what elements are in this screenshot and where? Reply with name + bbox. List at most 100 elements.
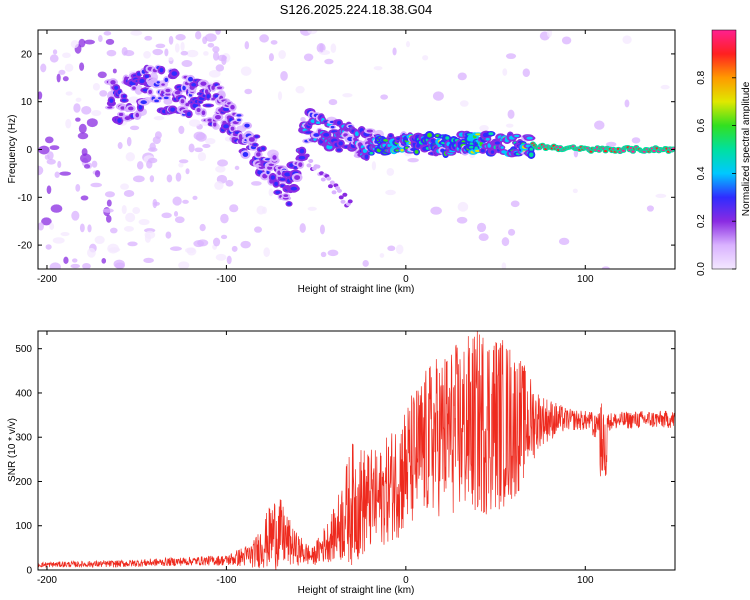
spectrogram-noise-blob (226, 255, 232, 265)
spectrogram-noise-blob (78, 123, 87, 134)
spectrogram-ridge-core (122, 94, 126, 98)
spectrogram-noise-blob (324, 58, 334, 65)
spectrogram-branch-blob (336, 188, 342, 193)
colorbar: 0.0 0.2 0.4 0.6 0.8 Normalized spectral ampl… (696, 29, 750, 276)
spectrogram-noise-blob (87, 247, 96, 258)
spectrogram-noise-blob (507, 109, 515, 119)
spectrogram-ridge-core (313, 133, 320, 137)
spectrogram-noise-blob (50, 204, 63, 213)
spectrogram-noise-blob (605, 141, 617, 147)
colorbar-gradient (711, 29, 737, 270)
spectrogram-ridge-core (427, 132, 432, 138)
spectrogram-ridge-core (270, 175, 276, 180)
spectrogram-ridge-core (135, 112, 140, 118)
spectrogram-noise-blob (501, 237, 510, 247)
spectrogram-noise-blob (330, 43, 337, 54)
snr-x-tick-label: -100 (216, 575, 236, 586)
spectrogram-noise-blob (342, 93, 353, 98)
spectrogram-noise-blob (202, 36, 208, 45)
spectrogram-noise-blob (132, 207, 141, 214)
spectrogram-ridge-core (170, 107, 176, 112)
spectrogram-ridge-core (174, 90, 181, 95)
spectrogram-noise-blob (90, 182, 103, 188)
spectrogram-ridge-core (238, 134, 243, 139)
spectrogram-ridge-core (201, 110, 206, 116)
spectrogram-noise-blob (57, 160, 62, 169)
spectrogram-noise-blob (188, 119, 201, 127)
spectrogram-noise-blob (212, 237, 221, 247)
spectrogram-noise-blob (456, 216, 468, 224)
spectrogram-noise-blob (195, 31, 202, 40)
spectrogram-ridge-core (128, 106, 134, 111)
spectrogram-noise-blob (215, 165, 226, 173)
spectrogram-noise-blob (380, 94, 389, 100)
spectrogram-noise-blob (73, 103, 81, 113)
spectrogram-noise-blob (79, 62, 85, 71)
spectrogram-noise-blob (178, 162, 184, 168)
spectrogram-ridge-core (526, 136, 533, 140)
spectrogram-noise-blob (220, 234, 228, 240)
spectrogram-noise-blob (49, 54, 59, 63)
spectrogram-y-tick-label: 20 (21, 49, 33, 60)
spectrogram-noise-blob (373, 66, 383, 71)
spectrogram-ridge-core (323, 132, 330, 137)
spectrogram-noise-blob (263, 247, 271, 258)
spectrogram-noise-blob (62, 52, 71, 59)
spectrogram-branch-blob (329, 180, 335, 185)
spectrogram-branch-blob (342, 192, 348, 197)
spectrogram-ridge-core (117, 90, 122, 95)
spectrogram-ridge-core (369, 151, 374, 155)
spectrogram-ridge-core (298, 155, 306, 160)
spectrogram-noise-blob (49, 222, 55, 230)
spectrogram-ridge-core (362, 148, 368, 153)
colorbar-tick-label: 0.0 (696, 262, 707, 276)
spectrogram-ridge-core (500, 146, 504, 149)
spectrogram-noise-blob (392, 47, 397, 56)
spectrogram-noise-blob (457, 72, 467, 81)
spectrogram-ridge-core (274, 181, 279, 186)
spectrogram-ridge-core (109, 98, 114, 103)
spectrogram-noise-blob (422, 55, 429, 61)
spectrogram-ridge-core (180, 99, 185, 104)
spectrogram-ridge-core (107, 106, 113, 109)
spectrogram-noise-blob (502, 68, 508, 76)
spectrogram-branch-blob (326, 176, 332, 181)
spectrogram-ridge-core (139, 78, 145, 84)
spectrogram-noise-blob (180, 50, 189, 56)
spectrogram-noise-blob (123, 190, 135, 197)
spectrogram-ridge-core (140, 100, 147, 105)
spectrogram-noise-blob (214, 181, 224, 190)
spectrogram-noise-blob (601, 266, 610, 269)
spectrogram-noise-blob (126, 136, 132, 147)
snr-y-axis-label: SNR (10 * v/v) (7, 418, 18, 482)
spectrogram-ridge-core (114, 85, 119, 90)
spectrogram-ridge-core (164, 77, 169, 83)
spectrogram-noise-blob (178, 159, 189, 164)
spectrogram-noise-blob (479, 124, 489, 132)
spectrogram-noise-blob (280, 70, 288, 81)
spectrogram-ridge-core (414, 150, 419, 154)
spectrogram-noise-blob (220, 213, 229, 224)
spectrogram-branch-blob (331, 190, 337, 195)
spectrogram-noise-blob (631, 137, 641, 144)
spectrogram-noise-blob (54, 171, 60, 178)
spectrogram-noise-blob (144, 230, 156, 239)
colorbar-tick-label: 0.6 (696, 118, 707, 132)
spectrogram-ridge-core (196, 108, 201, 113)
spectrogram-ridge-core (490, 150, 495, 154)
spectrogram-noise-blob (123, 50, 135, 57)
snr-y-ticks: 0 100 200 300 400 500 (15, 344, 675, 577)
spectrogram-noise-blob (106, 49, 117, 57)
spectrogram-noise-blob (395, 244, 404, 255)
spectrogram-noise-blob (371, 161, 377, 171)
spectrogram-noise-blob (65, 118, 72, 129)
spectrogram-y-tick-label: -10 (18, 193, 33, 204)
spectrogram-branch-blob (308, 158, 314, 163)
spectrogram-ridge-core (159, 67, 164, 73)
spectrogram-noise-blob (254, 226, 262, 233)
spectrogram-noise-blob (52, 237, 65, 244)
spectrogram-noise-blob (63, 256, 69, 264)
spectrogram-noise-blob (62, 76, 69, 82)
snr-y-tick-label: 100 (15, 521, 32, 532)
spectrogram-branch-blob (306, 163, 312, 168)
